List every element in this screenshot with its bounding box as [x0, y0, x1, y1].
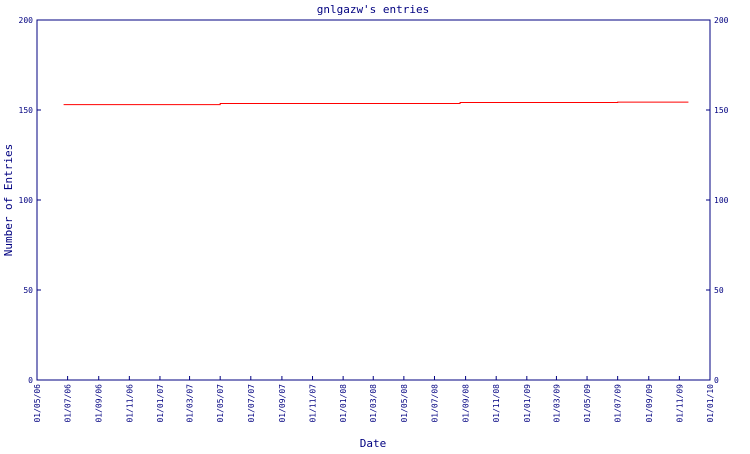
x-tick-label: 01/11/06	[125, 384, 134, 423]
x-tick-label: 01/11/08	[492, 384, 501, 423]
chart-title: gnlgazw's entries	[317, 3, 430, 16]
x-tick-label: 01/05/06	[33, 384, 42, 423]
x-tick-label: 01/11/09	[675, 384, 684, 423]
x-tick-label: 01/09/08	[462, 384, 471, 423]
y-tick-label: 200	[19, 16, 34, 25]
y2-tick-label: 0	[714, 376, 719, 385]
x-tick-label: 01/07/07	[247, 384, 256, 423]
data-line	[63, 101, 689, 106]
x-tick-label: 01/11/07	[309, 384, 318, 423]
y-tick-label: 50	[23, 286, 33, 295]
y-tick-label: 0	[28, 376, 33, 385]
x-tick-label: 01/09/06	[95, 384, 104, 423]
y-axis-label: Number of Entries	[2, 144, 15, 257]
plot-frame	[36, 19, 711, 381]
x-tick-label: 01/01/07	[156, 384, 165, 423]
x-tick-label: 01/01/08	[339, 384, 348, 423]
x-tick-label: 01/03/09	[552, 384, 561, 423]
y-tick-label: 150	[19, 106, 34, 115]
x-tick-label: 01/05/09	[583, 384, 592, 423]
x-tick-label: 01/07/08	[430, 384, 439, 423]
y2-tick-label: 50	[714, 286, 724, 295]
x-tick-label: 01/05/08	[400, 384, 409, 423]
x-tick-label: 01/07/09	[614, 384, 623, 423]
x-axis-label: Date	[360, 437, 387, 450]
y2-tick-label: 200	[714, 16, 729, 25]
x-tick-label: 01/05/07	[216, 384, 225, 423]
x-tick-label: 01/09/07	[278, 384, 287, 423]
x-tick-label: 01/01/10	[706, 384, 715, 423]
y2-tick-label: 100	[714, 196, 729, 205]
y-tick-label: 100	[19, 196, 34, 205]
x-tick-label: 01/07/06	[64, 384, 73, 423]
x-tick-label: 01/03/07	[186, 384, 195, 423]
y2-tick-label: 150	[714, 106, 729, 115]
x-tick-label: 01/09/09	[645, 384, 654, 423]
x-tick-label: 01/03/08	[369, 384, 378, 423]
x-tick-label: 01/01/09	[523, 384, 532, 423]
